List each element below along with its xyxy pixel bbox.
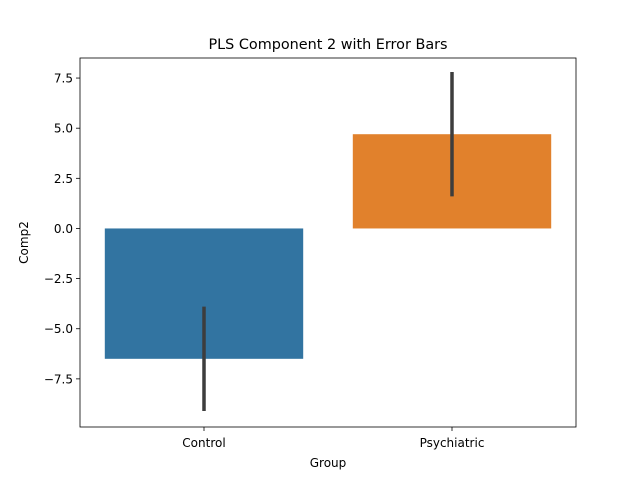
y-axis-label: Comp2 [17,221,31,264]
error-bars-layer [202,72,454,411]
x-tick-label-psychiatric: Psychiatric [420,436,485,450]
y-tick-label: −2.5 [44,272,73,286]
chart-title: PLS Component 2 with Error Bars [208,37,447,53]
x-tick-label-control: Control [182,436,225,450]
y-tick-label: 7.5 [54,72,73,86]
y-tick-label: −7.5 [44,372,73,386]
y-tick-label: 5.0 [54,122,73,136]
y-tick-label: 0.0 [54,222,73,236]
y-tick-label: −5.0 [44,322,73,336]
x-axis-ticks: Control Psychiatric [182,427,484,450]
y-tick-label: 2.5 [54,172,73,186]
plot-frame [79,57,577,428]
x-axis-label: Group [310,456,347,470]
y-axis-ticks: −7.5 −5.0 −2.5 0.0 2.5 5.0 7.5 [44,72,80,386]
